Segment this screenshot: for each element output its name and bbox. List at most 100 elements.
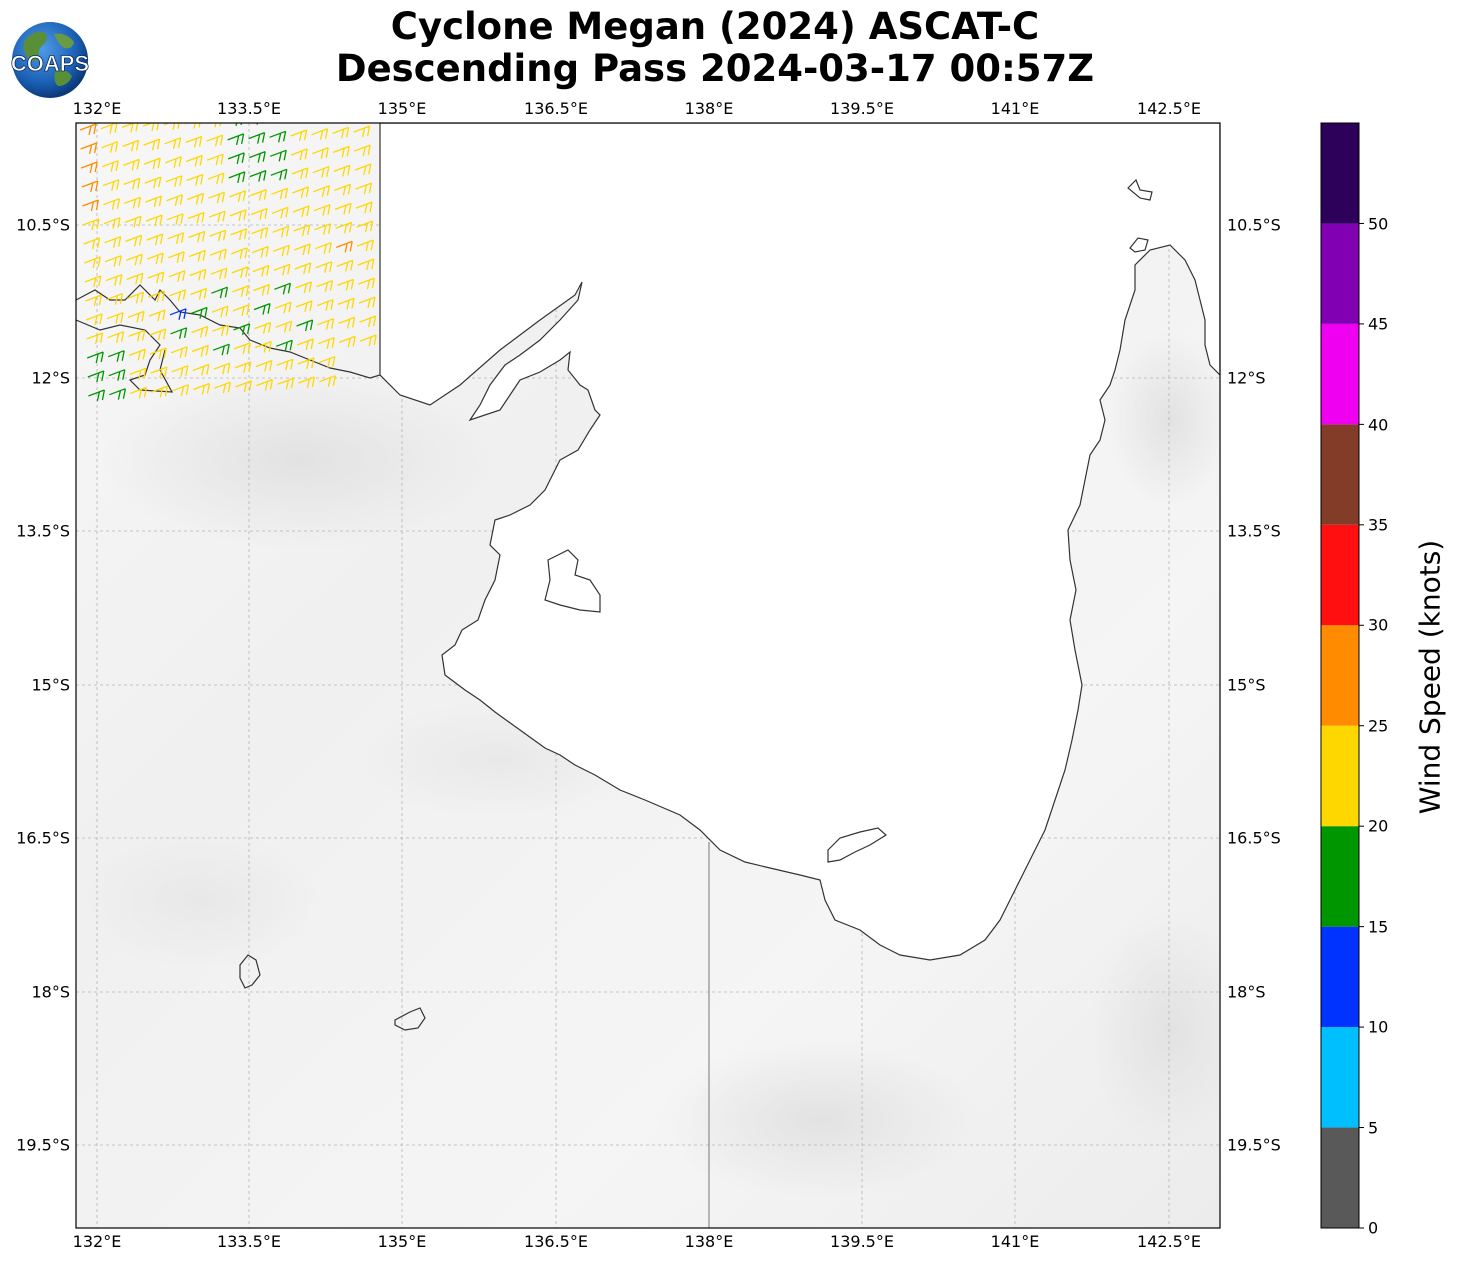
wind-barb bbox=[333, 164, 351, 177]
wind-barb bbox=[293, 243, 311, 256]
wind-barb bbox=[248, 150, 266, 163]
wind-barb bbox=[168, 270, 186, 282]
wind-barb bbox=[208, 191, 226, 204]
wind-barb bbox=[165, 175, 183, 187]
wind-barb bbox=[353, 125, 371, 138]
wind-barb bbox=[359, 334, 377, 347]
wind-barb bbox=[290, 129, 308, 142]
wind-barb bbox=[185, 135, 203, 148]
wind-barb bbox=[235, 380, 253, 393]
wind-barb bbox=[149, 328, 167, 341]
northern-territory-coastline bbox=[76, 284, 381, 379]
lat-label-left: 13.5°S bbox=[16, 521, 70, 541]
wind-barb bbox=[337, 297, 355, 310]
wind-barb bbox=[122, 139, 140, 152]
wind-barb bbox=[294, 262, 312, 275]
wind-barb bbox=[274, 301, 292, 314]
wind-barb bbox=[334, 183, 352, 196]
wind-barb bbox=[106, 312, 124, 324]
wind-barb bbox=[332, 126, 350, 139]
wind-barb bbox=[270, 168, 288, 181]
wind-barb bbox=[171, 365, 189, 377]
wind-barb bbox=[311, 147, 329, 159]
wind-barb bbox=[232, 285, 250, 298]
wind-barb bbox=[191, 344, 209, 357]
wind-barb bbox=[256, 378, 274, 391]
logo-text: COAPS bbox=[11, 51, 89, 76]
wind-barb bbox=[332, 108, 348, 119]
wind-barb bbox=[148, 309, 166, 322]
wind-barb bbox=[253, 283, 271, 296]
wind-barb bbox=[100, 123, 118, 134]
wind-barb bbox=[190, 306, 208, 319]
colorbar-tick-label: 35 bbox=[1368, 515, 1389, 535]
wind-barb bbox=[145, 214, 163, 227]
wind-barb bbox=[86, 332, 104, 345]
wind-barb bbox=[186, 173, 204, 186]
wind-barb bbox=[84, 275, 102, 288]
wind-barb bbox=[212, 324, 230, 337]
wind-barb bbox=[251, 245, 269, 258]
wind-barb bbox=[338, 335, 356, 348]
wind-barb bbox=[169, 289, 187, 301]
wind-barb bbox=[209, 229, 227, 242]
wind-barb bbox=[272, 244, 290, 257]
wind-barb bbox=[82, 199, 100, 212]
wind-barb bbox=[192, 363, 210, 376]
colorbar-segment bbox=[1321, 123, 1359, 224]
wind-barb bbox=[269, 149, 287, 162]
mornington-island bbox=[827, 827, 888, 863]
wind-barb bbox=[150, 366, 168, 379]
lon-label-top: 133.5°E bbox=[217, 99, 281, 118]
wind-barb bbox=[269, 130, 287, 143]
wind-barb bbox=[214, 381, 232, 394]
wind-barb bbox=[190, 287, 208, 300]
wind-barb bbox=[255, 359, 273, 372]
wind-barb bbox=[313, 185, 331, 197]
gulf-of-carpentaria bbox=[379, 123, 1220, 961]
torres-strait-islands bbox=[1127, 178, 1153, 253]
wind-barb bbox=[357, 258, 375, 271]
wind-barb bbox=[101, 160, 119, 172]
wind-barb bbox=[253, 302, 271, 315]
lat-label-left: 12°S bbox=[31, 368, 70, 388]
wind-barb bbox=[163, 123, 180, 130]
wind-barb bbox=[146, 233, 164, 246]
colorbar-segment bbox=[1321, 424, 1359, 525]
island-inland-1 bbox=[239, 954, 261, 989]
wind-barb bbox=[317, 337, 335, 349]
wind-barb bbox=[172, 384, 190, 396]
wind-barb bbox=[214, 123, 222, 128]
wind-barb bbox=[229, 190, 247, 203]
wind-barb bbox=[88, 389, 106, 402]
wind-barb bbox=[248, 131, 266, 144]
wind-barb bbox=[311, 110, 327, 121]
wind-barb bbox=[106, 293, 124, 305]
wind-barb bbox=[170, 346, 188, 358]
wind-barb bbox=[166, 213, 184, 225]
wind-barb bbox=[292, 186, 310, 199]
wind-barb bbox=[229, 209, 247, 222]
wind-barb bbox=[103, 217, 121, 229]
wind-barb bbox=[230, 247, 248, 260]
wind-barb bbox=[86, 351, 104, 364]
colorbar-segment bbox=[1321, 524, 1359, 626]
wind-barb bbox=[188, 230, 206, 243]
wind-barb bbox=[233, 342, 251, 355]
wind-barb bbox=[312, 166, 330, 178]
wind-barb bbox=[336, 259, 354, 272]
wind-barb bbox=[104, 236, 122, 248]
map-title-line-1: Cyclone Megan (2024) ASCAT-C bbox=[390, 5, 1040, 48]
wind-barb bbox=[83, 237, 101, 250]
colorbar-tick-label: 30 bbox=[1368, 615, 1389, 635]
lat-label-left: 18°S bbox=[31, 982, 70, 1002]
colorbar-tick-label: 40 bbox=[1368, 415, 1389, 435]
wind-barb bbox=[107, 350, 125, 362]
wind-barb bbox=[87, 370, 105, 383]
lon-label-top: 132°E bbox=[72, 99, 122, 118]
wind-barb bbox=[250, 207, 268, 220]
wind-barb bbox=[164, 137, 182, 149]
wind-barb bbox=[206, 153, 224, 166]
wind-barb bbox=[314, 223, 332, 235]
wind-barb bbox=[211, 286, 229, 299]
